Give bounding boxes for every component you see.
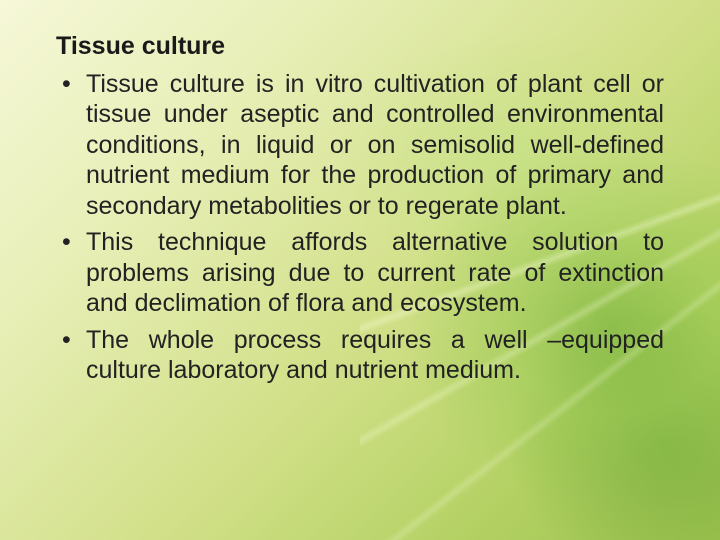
- list-item: Tissue culture is in vitro cultivation o…: [56, 69, 664, 222]
- slide: Tissue culture Tissue culture is in vitr…: [0, 0, 720, 540]
- list-item: The whole process requires a well –equip…: [56, 325, 664, 386]
- slide-heading: Tissue culture: [56, 32, 664, 61]
- bullet-list: Tissue culture is in vitro cultivation o…: [56, 69, 664, 386]
- list-item: This technique affords alternative solut…: [56, 227, 664, 319]
